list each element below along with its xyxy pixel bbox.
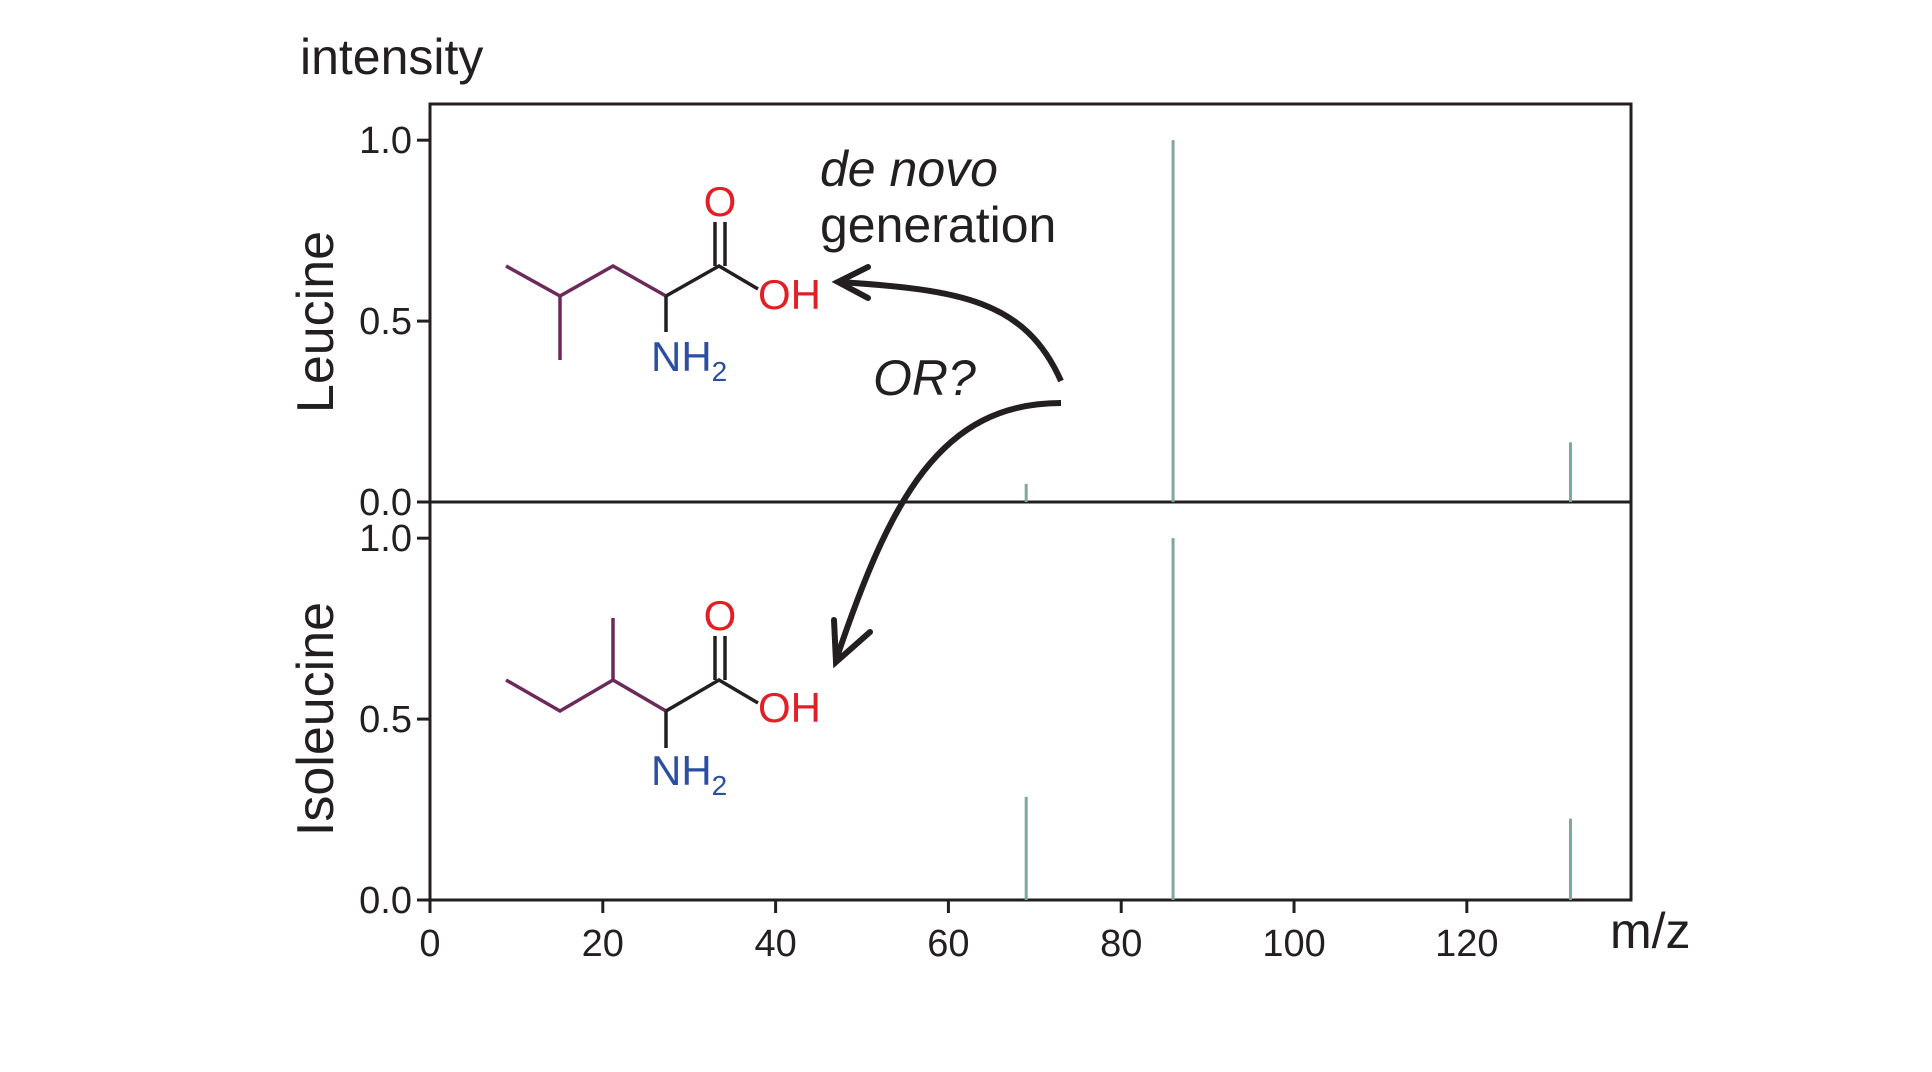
isoleucine-side-chain <box>505 677 667 714</box>
y-tick-label-p1-1: 0.5 <box>359 699 412 741</box>
annotation-generation: generation <box>820 197 1056 253</box>
panel-label-isoleucine: Isoleucine <box>287 602 345 836</box>
y-tick-label-p0-0: 0.0 <box>359 482 412 524</box>
isoleucine-hydroxyl-label: OH <box>758 684 821 731</box>
y-tick-label-p0-2: 1.0 <box>359 120 412 162</box>
x-axis-title: m/z <box>1610 903 1691 959</box>
arrow-to-isoleucine-head <box>831 617 873 669</box>
annotation-or: OR? <box>873 350 976 406</box>
x-tick-label-0: 0 <box>419 923 440 965</box>
arrow-to-isoleucine-curve <box>833 400 1062 661</box>
isoleucine-amine-label: NH2 <box>651 747 727 801</box>
x-tick-label-2: 40 <box>754 923 796 965</box>
leucine-structure: O OH NH2 <box>505 178 821 387</box>
leucine-backbone <box>665 263 759 298</box>
x-tick-label-5: 100 <box>1262 923 1325 965</box>
y-tick-label-p1-2: 1.0 <box>359 518 412 560</box>
leucine-oxygen-label: O <box>704 178 737 225</box>
x-tick-label-3: 60 <box>927 923 969 965</box>
annotation-de-novo: de novo <box>820 141 998 197</box>
arrow-to-leucine-head <box>831 264 871 301</box>
y-tick-label-p1-0: 0.0 <box>359 880 412 922</box>
x-tick-label-4: 80 <box>1100 923 1142 965</box>
panel-label-leucine: Leucine <box>287 231 345 413</box>
peaks-layer <box>1024 140 1573 900</box>
x-tick-label-6: 120 <box>1435 923 1498 965</box>
isoleucine-backbone <box>665 677 759 713</box>
leucine-amine-label: NH2 <box>651 333 727 387</box>
y-axis-title: intensity <box>300 29 483 85</box>
isoleucine-structure: O OH NH2 <box>505 592 821 801</box>
arrow-to-isoleucine <box>831 400 1062 669</box>
x-tick-label-1: 20 <box>582 923 624 965</box>
arrow-to-leucine <box>831 264 1064 383</box>
isoleucine-oxygen-label: O <box>704 592 737 639</box>
leucine-hydroxyl-label: OH <box>758 271 821 318</box>
y-tick-label-p0-1: 0.5 <box>359 301 412 343</box>
leucine-side-chain <box>505 263 667 299</box>
arrow-to-leucine-curve <box>839 279 1064 383</box>
